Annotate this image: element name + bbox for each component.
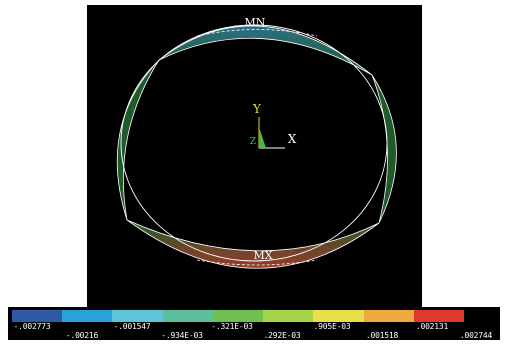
deformed-ring-bottom [126, 219, 380, 269]
deformed-ring-top [158, 25, 373, 76]
legend-value: .001518 [365, 331, 399, 340]
axis-z-label: Z [250, 137, 256, 147]
dashed-outline-top [196, 29, 318, 37]
legend-value: -.934E-03 [161, 331, 203, 340]
legend-color-bar [12, 310, 464, 322]
legend-swatch [313, 310, 364, 322]
legend-value: .002131 [415, 322, 449, 331]
model-plot: MN MX Y X Z [116, 16, 397, 269]
undeformed-circle [120, 24, 388, 262]
graphics-viewport[interactable]: MN MX Y X Z [87, 5, 422, 307]
legend-value: -.001547 [113, 322, 151, 331]
legend-value: .905E-03 [313, 322, 351, 331]
deformed-ring-left [116, 59, 160, 221]
axis-x-label: X [288, 132, 297, 146]
min-label: MN [245, 16, 266, 29]
legend-value: -.00216 [65, 331, 99, 340]
max-label: MX [253, 249, 272, 262]
dashed-outline-bottom [196, 259, 318, 266]
contour-legend: -.002773 -.00216 -.001547 -.934E-03 -.32… [8, 307, 500, 340]
legend-swatch [363, 310, 414, 322]
axis-triad: Y X Z [250, 102, 297, 149]
axis-y-label: Y [252, 102, 262, 116]
legend-value: -.002773 [13, 322, 51, 331]
legend-value: .292E-03 [263, 331, 301, 340]
legend-value: .002744 [459, 331, 493, 340]
legend-swatch [212, 310, 264, 322]
axis-z-marker [259, 127, 266, 148]
legend-swatch [12, 310, 63, 322]
legend-swatch [112, 310, 163, 322]
legend-swatch [263, 310, 314, 322]
legend-swatch [62, 310, 113, 322]
legend-swatch [413, 310, 464, 322]
legend-value: -.321E-03 [211, 322, 253, 331]
deformed-ring-right [371, 74, 397, 224]
legend-swatch [162, 310, 213, 322]
